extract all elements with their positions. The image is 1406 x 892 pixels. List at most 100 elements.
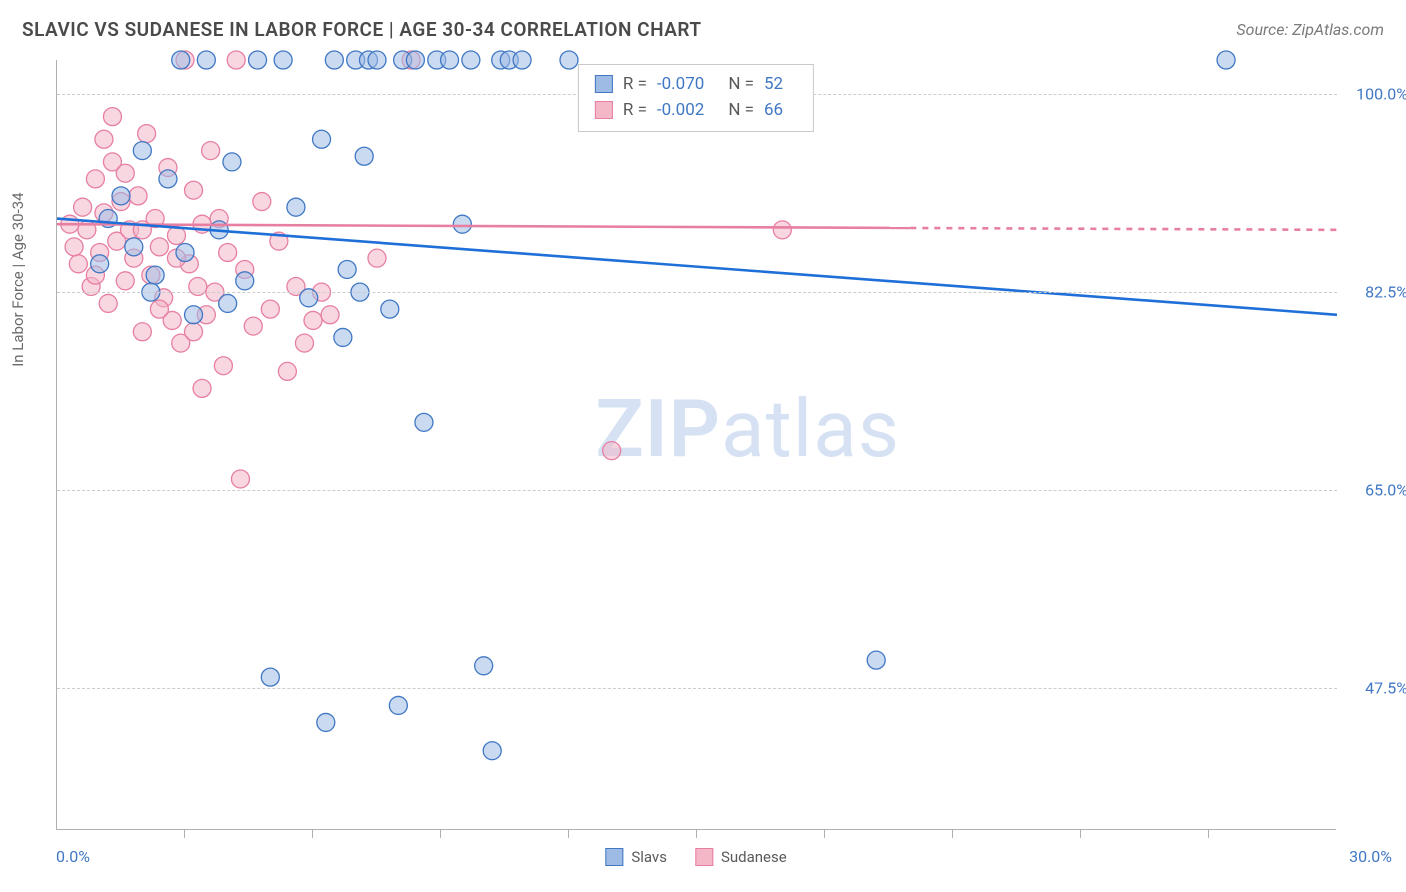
- slavs-point: [560, 51, 578, 69]
- chart-title: SLAVIC VS SUDANESE IN LABOR FORCE | AGE …: [22, 18, 702, 41]
- slavs-point: [368, 51, 386, 69]
- y-tick-label: 100.0%: [1356, 84, 1406, 103]
- slavs-point: [867, 651, 885, 669]
- chart-svg: [57, 60, 1337, 830]
- sudanese-point: [150, 238, 168, 256]
- sudanese-point: [261, 300, 279, 318]
- n-label: N =: [728, 74, 754, 94]
- slavs-point: [176, 244, 194, 262]
- x-tick: [440, 830, 441, 838]
- sudanese-point: [603, 442, 621, 460]
- sudanese-point: [202, 142, 220, 160]
- sudanese-point: [99, 294, 117, 312]
- slavs-point: [483, 742, 501, 760]
- slavs-legend-label: Slavs: [631, 848, 667, 866]
- sudanese-point: [129, 187, 147, 205]
- sudanese-point: [95, 130, 113, 148]
- slavs-legend-swatch-icon: [605, 848, 623, 866]
- sudanese-point: [244, 317, 262, 335]
- sudanese-point: [74, 198, 92, 216]
- slavs-point: [274, 51, 292, 69]
- sudanese-point: [69, 255, 87, 273]
- slavs-point: [159, 170, 177, 188]
- legend-item-sudanese: Sudanese: [695, 848, 787, 866]
- plot-area: ZIPatlas: [56, 60, 1336, 830]
- x-tick: [696, 830, 697, 838]
- slavs-point: [325, 51, 343, 69]
- x-tick: [312, 830, 313, 838]
- slavs-n-value: 52: [764, 74, 783, 94]
- x-axis-min-label: 0.0%: [56, 847, 90, 866]
- sudanese-point: [278, 362, 296, 380]
- slavs-point: [313, 130, 331, 148]
- slavs-point: [223, 153, 241, 171]
- sudanese-n-value: 66: [764, 100, 783, 120]
- slavs-point: [219, 294, 237, 312]
- slavs-point: [475, 657, 493, 675]
- sudanese-r-value: -0.002: [657, 100, 704, 120]
- x-tick: [824, 830, 825, 838]
- sudanese-point: [185, 181, 203, 199]
- slavs-point: [338, 260, 356, 278]
- sudanese-point: [219, 244, 237, 262]
- r-label: R =: [623, 100, 647, 120]
- slavs-point: [249, 51, 267, 69]
- slavs-point: [513, 51, 531, 69]
- slavs-point: [389, 696, 407, 714]
- sudanese-point: [231, 470, 249, 488]
- sudanese-point: [304, 311, 322, 329]
- sudanese-point: [227, 51, 245, 69]
- slavs-point: [317, 713, 335, 731]
- stats-row-sudanese: R = -0.002 N = 66: [595, 97, 797, 123]
- slavs-point: [185, 306, 203, 324]
- slavs-point: [441, 51, 459, 69]
- x-tick: [1080, 830, 1081, 838]
- slavs-point: [125, 238, 143, 256]
- legend-item-slavs: Slavs: [605, 848, 667, 866]
- sudanese-point: [138, 125, 156, 143]
- slavs-point: [261, 668, 279, 686]
- sudanese-point: [214, 357, 232, 375]
- sudanese-point: [185, 323, 203, 341]
- sudanese-point: [150, 300, 168, 318]
- sudanese-point: [253, 193, 271, 211]
- sudanese-swatch-icon: [595, 101, 613, 119]
- slavs-point: [236, 272, 254, 290]
- slavs-point: [172, 51, 190, 69]
- slavs-point: [381, 300, 399, 318]
- x-tick: [568, 830, 569, 838]
- slavs-point: [133, 142, 151, 160]
- sudanese-legend-label: Sudanese: [721, 848, 787, 866]
- slavs-point: [1217, 51, 1235, 69]
- slavs-point: [197, 51, 215, 69]
- sudanese-legend-swatch-icon: [695, 848, 713, 866]
- sudanese-point: [65, 238, 83, 256]
- grid-line: [57, 688, 1337, 689]
- slavs-r-value: -0.070: [657, 74, 704, 94]
- sudanese-point: [116, 272, 134, 290]
- slavs-point: [406, 51, 424, 69]
- x-axis-max-label: 30.0%: [1349, 847, 1392, 866]
- y-tick-label: 65.0%: [1365, 481, 1406, 500]
- r-label: R =: [623, 74, 647, 94]
- sudanese-point: [133, 323, 151, 341]
- x-tick: [952, 830, 953, 838]
- n-label: N =: [728, 100, 754, 120]
- y-tick-label: 82.5%: [1365, 283, 1406, 302]
- y-axis-label: In Labor Force | Age 30-34: [9, 192, 27, 366]
- chart-container: In Labor Force | Age 30-34 ZIPatlas R = …: [56, 60, 1336, 830]
- slavs-point: [112, 187, 130, 205]
- sudanese-point: [116, 164, 134, 182]
- slavs-swatch-icon: [595, 75, 613, 93]
- sudanese-point: [193, 379, 211, 397]
- sudanese-point: [773, 221, 791, 239]
- sudanese-point: [368, 249, 386, 267]
- grid-line: [57, 292, 1337, 293]
- slavs-point: [91, 255, 109, 273]
- sudanese-point: [86, 170, 104, 188]
- stats-legend-box: R = -0.070 N = 52 R = -0.002 N = 66: [578, 64, 814, 132]
- x-tick: [1208, 830, 1209, 838]
- slavs-point: [415, 413, 433, 431]
- y-tick-label: 47.5%: [1365, 679, 1406, 698]
- slavs-point: [453, 215, 471, 233]
